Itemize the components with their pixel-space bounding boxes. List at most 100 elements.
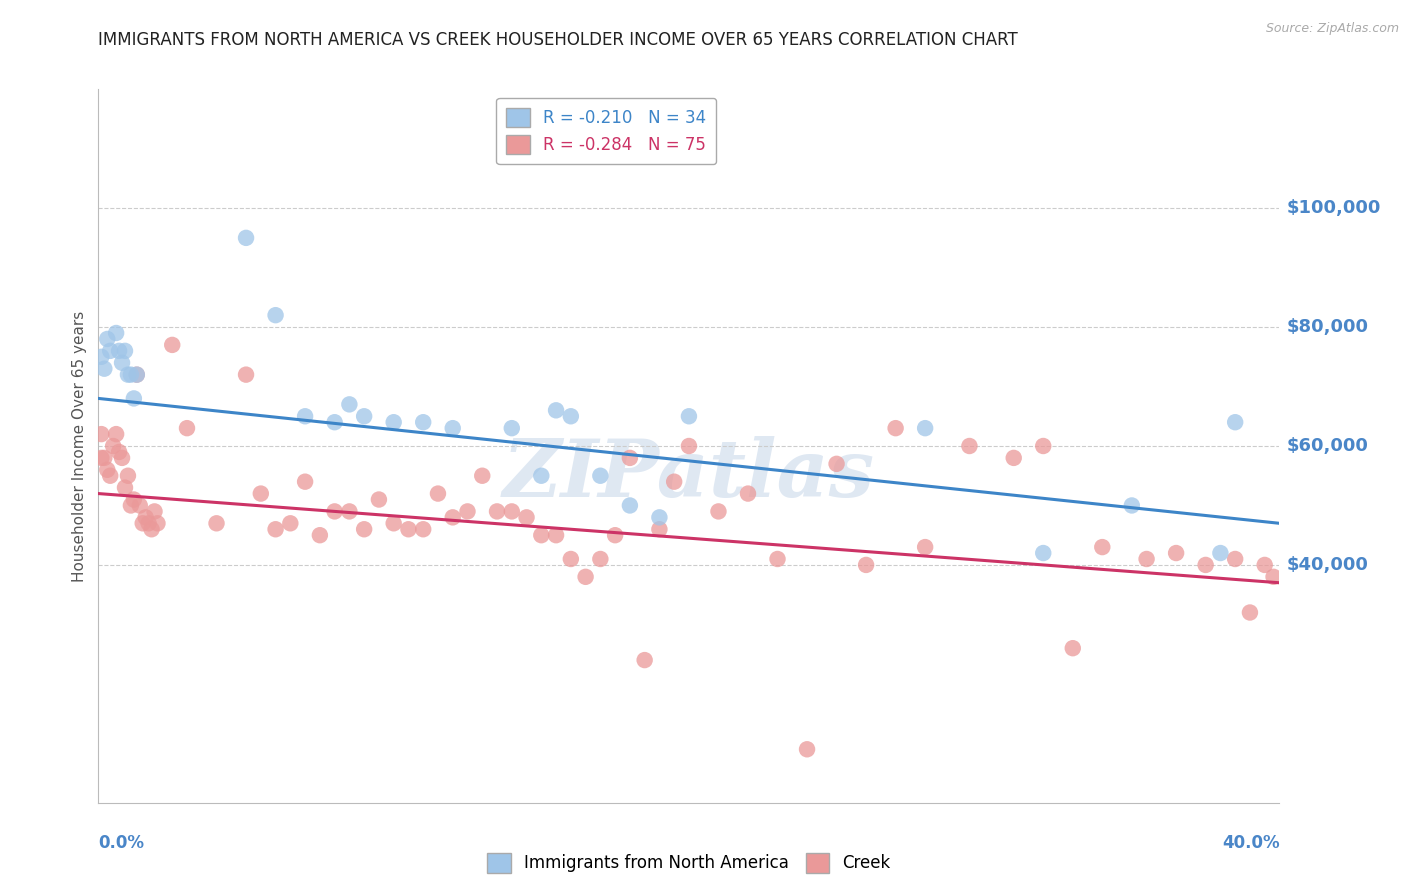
Point	[1032, 546, 1054, 560]
Point	[707, 504, 730, 518]
Point	[264, 522, 287, 536]
Point	[278, 516, 302, 531]
Point	[111, 450, 134, 465]
Point	[114, 343, 136, 358]
Point	[90, 427, 112, 442]
Point	[323, 415, 346, 429]
Point	[441, 421, 464, 435]
Point	[235, 231, 257, 245]
Point	[176, 421, 198, 435]
Point	[98, 343, 121, 358]
Point	[1223, 552, 1246, 566]
Point	[143, 504, 166, 518]
Point	[1209, 546, 1232, 560]
Point	[560, 409, 582, 424]
Point	[396, 522, 419, 536]
Point	[294, 409, 316, 424]
Text: 40.0%: 40.0%	[1222, 834, 1279, 852]
Point	[353, 522, 375, 536]
Point	[120, 499, 142, 513]
Point	[1239, 606, 1261, 620]
Point	[1263, 570, 1285, 584]
Legend: Immigrants from North America, Creek: Immigrants from North America, Creek	[481, 847, 897, 880]
Point	[205, 516, 228, 531]
Point	[678, 439, 700, 453]
Point	[427, 486, 450, 500]
Point	[353, 409, 375, 424]
Point	[108, 343, 131, 358]
Text: $60,000: $60,000	[1286, 437, 1368, 455]
Point	[1121, 499, 1143, 513]
Point	[441, 510, 464, 524]
Point	[382, 415, 405, 429]
Point	[309, 528, 332, 542]
Point	[125, 368, 148, 382]
Point	[103, 439, 125, 453]
Point	[135, 510, 157, 524]
Point	[486, 504, 509, 518]
Point	[501, 421, 523, 435]
Point	[515, 510, 537, 524]
Point	[128, 499, 150, 513]
Point	[264, 308, 287, 322]
Point	[605, 528, 627, 542]
Y-axis label: Householder Income Over 65 years: Householder Income Over 65 years	[72, 310, 87, 582]
Point	[530, 468, 553, 483]
Point	[162, 338, 183, 352]
Point	[1135, 552, 1157, 566]
Point	[96, 332, 118, 346]
Point	[1195, 558, 1218, 572]
Point	[959, 439, 981, 453]
Point	[90, 350, 112, 364]
Point	[884, 421, 907, 435]
Point	[337, 504, 360, 518]
Point	[337, 397, 360, 411]
Point	[766, 552, 789, 566]
Point	[412, 522, 434, 536]
Point	[90, 450, 112, 465]
Point	[368, 492, 391, 507]
Point	[323, 504, 346, 518]
Text: 0.0%: 0.0%	[98, 834, 145, 852]
Point	[648, 522, 671, 536]
Text: $40,000: $40,000	[1286, 556, 1368, 574]
Point	[914, 540, 936, 554]
Point	[235, 368, 257, 382]
Point	[117, 368, 139, 382]
Point	[1223, 415, 1246, 429]
Point	[1091, 540, 1114, 554]
Point	[138, 516, 160, 531]
Point	[678, 409, 700, 424]
Text: $80,000: $80,000	[1286, 318, 1368, 336]
Point	[122, 392, 145, 406]
Point	[501, 504, 523, 518]
Point	[1032, 439, 1054, 453]
Point	[93, 361, 115, 376]
Point	[96, 463, 118, 477]
Legend: R = -0.210   N = 34, R = -0.284   N = 75: R = -0.210 N = 34, R = -0.284 N = 75	[496, 97, 716, 164]
Point	[796, 742, 818, 756]
Point	[544, 528, 567, 542]
Text: Source: ZipAtlas.com: Source: ZipAtlas.com	[1265, 22, 1399, 36]
Point	[105, 427, 128, 442]
Point	[456, 504, 478, 518]
Point	[855, 558, 877, 572]
Point	[544, 403, 567, 417]
Point	[619, 450, 641, 465]
Point	[1002, 450, 1025, 465]
Point	[412, 415, 434, 429]
Point	[619, 499, 641, 513]
Point	[560, 552, 582, 566]
Text: ZIPatlas: ZIPatlas	[503, 436, 875, 513]
Point	[250, 486, 273, 500]
Point	[1062, 641, 1084, 656]
Text: $100,000: $100,000	[1286, 199, 1381, 217]
Point	[825, 457, 848, 471]
Point	[664, 475, 686, 489]
Point	[132, 516, 155, 531]
Point	[122, 492, 145, 507]
Point	[1164, 546, 1187, 560]
Point	[93, 450, 115, 465]
Point	[589, 552, 612, 566]
Point	[108, 445, 131, 459]
